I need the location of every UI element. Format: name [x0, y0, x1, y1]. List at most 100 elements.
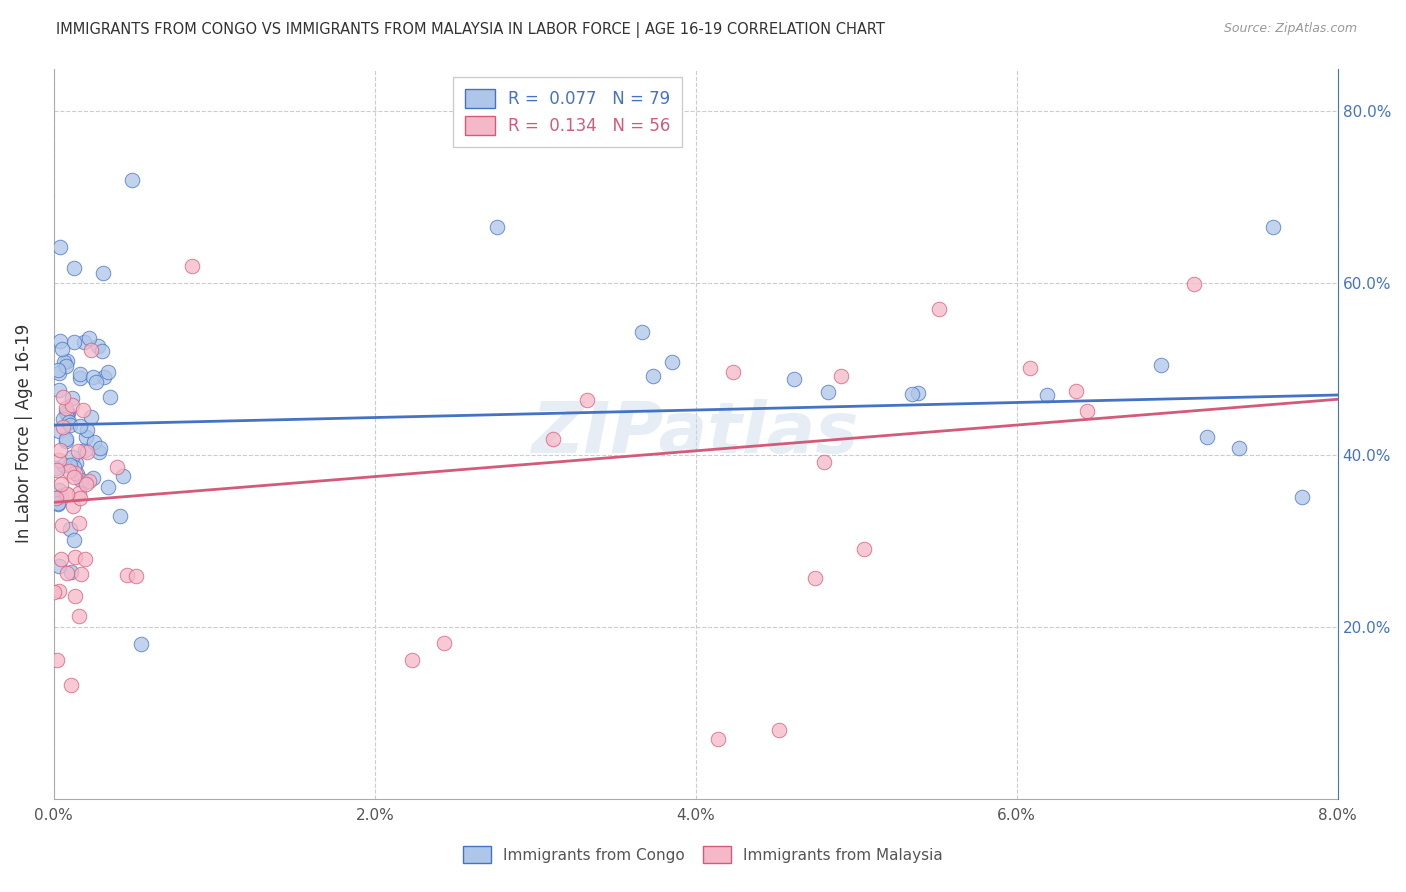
Point: [721, 365, 744, 379]
Point: [69, 473, 91, 487]
Point: [89, 442, 111, 456]
Point: [52, 420, 75, 434]
Point: [75, 476, 97, 491]
Point: [77, 474, 100, 488]
Point: [91, 267, 114, 281]
Point: [59, 417, 82, 432]
Point: [63, 549, 86, 564]
Point: [66, 443, 89, 458]
Point: [707, 731, 730, 746]
Point: [768, 723, 790, 737]
Point: [433, 636, 456, 650]
Point: [48, 383, 70, 397]
Point: [63, 589, 86, 603]
Point: [52, 458, 75, 472]
Point: [70, 566, 93, 581]
Point: [49, 334, 72, 348]
Legend: Immigrants from Congo, Immigrants from Malaysia: Immigrants from Congo, Immigrants from M…: [456, 838, 950, 871]
Point: [576, 393, 599, 408]
Point: [110, 508, 132, 523]
Point: [112, 469, 135, 483]
Point: [129, 637, 152, 651]
Point: [65, 456, 87, 470]
Point: [97, 480, 120, 494]
Point: [486, 220, 509, 235]
Point: [49, 552, 72, 566]
Point: [49, 489, 72, 503]
Point: [97, 365, 120, 379]
Point: [804, 571, 827, 585]
Point: [1263, 220, 1285, 235]
Point: [63, 459, 86, 474]
Point: [69, 370, 91, 384]
Point: [83, 434, 105, 449]
Point: [48, 490, 70, 504]
Point: [72, 403, 94, 417]
Text: Source: ZipAtlas.com: Source: ZipAtlas.com: [1223, 22, 1357, 36]
Point: [73, 551, 96, 566]
Point: [60, 450, 83, 465]
Point: [66, 467, 89, 481]
Point: [58, 415, 80, 429]
Point: [55, 432, 77, 446]
Point: [1197, 429, 1219, 443]
Point: [90, 344, 112, 359]
Point: [55, 405, 77, 419]
Point: [59, 678, 82, 692]
Point: [55, 566, 77, 580]
Point: [63, 467, 86, 481]
Point: [80, 343, 103, 358]
Point: [55, 401, 77, 415]
Point: [48, 583, 70, 598]
Point: [52, 355, 75, 369]
Point: [661, 355, 683, 369]
Point: [1018, 361, 1040, 376]
Point: [48, 483, 70, 497]
Point: [900, 386, 922, 401]
Point: [55, 359, 77, 373]
Point: [181, 259, 204, 273]
Point: [928, 301, 950, 316]
Point: [641, 369, 664, 384]
Point: [55, 434, 77, 449]
Point: [1076, 403, 1098, 417]
Point: [783, 371, 806, 385]
Point: [82, 470, 104, 484]
Point: [58, 406, 80, 420]
Point: [48, 424, 70, 438]
Point: [52, 412, 75, 426]
Point: [1150, 358, 1173, 372]
Point: [49, 443, 72, 458]
Point: [62, 469, 84, 483]
Point: [62, 499, 84, 513]
Point: [77, 331, 100, 345]
Point: [59, 522, 82, 536]
Point: [51, 342, 73, 356]
Point: [852, 541, 875, 556]
Point: [121, 173, 143, 187]
Text: ZIPatlas: ZIPatlas: [531, 399, 859, 468]
Point: [87, 339, 110, 353]
Point: [45, 461, 67, 475]
Point: [76, 445, 98, 459]
Point: [46, 463, 69, 477]
Point: [69, 367, 91, 381]
Point: [56, 486, 79, 500]
Point: [401, 652, 423, 666]
Point: [42, 585, 65, 599]
Point: [125, 569, 148, 583]
Point: [1036, 388, 1059, 402]
Point: [63, 261, 86, 276]
Point: [80, 409, 103, 424]
Point: [60, 398, 83, 412]
Point: [813, 455, 835, 469]
Point: [49, 477, 72, 491]
Point: [907, 386, 929, 401]
Point: [75, 430, 97, 444]
Point: [1291, 490, 1313, 504]
Point: [89, 444, 111, 458]
Point: [48, 559, 70, 574]
Point: [46, 497, 69, 511]
Point: [117, 567, 139, 582]
Point: [73, 442, 96, 457]
